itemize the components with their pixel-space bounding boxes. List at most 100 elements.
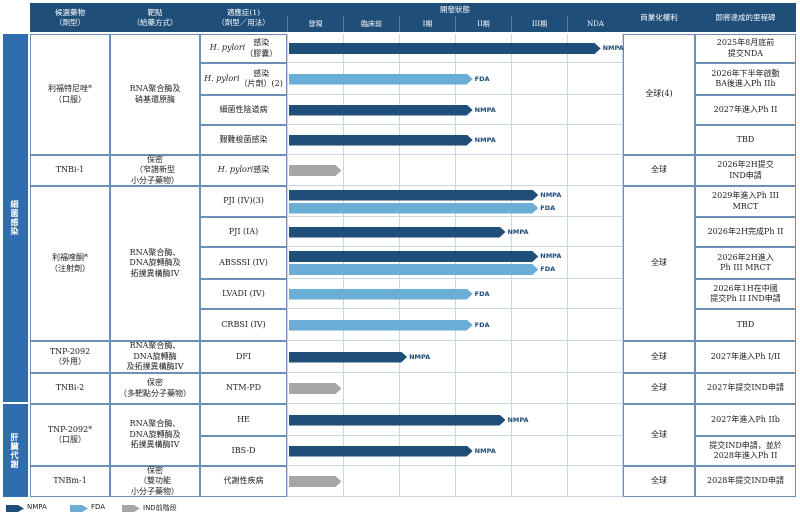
bar-label-10-0: NMPA bbox=[409, 352, 431, 361]
indication-4: H. pylori 感染 bbox=[200, 155, 287, 186]
candidate-name-c1: 利福特尼唑* （口服） bbox=[30, 34, 110, 155]
candidate-target-c3: RNA聚合酶、 DNA旋轉酶及 拓撲異構酶IV bbox=[110, 186, 200, 341]
indication-text: HE bbox=[237, 414, 250, 424]
milestone-0: 2025年8月底前 提交NDA bbox=[695, 34, 796, 63]
bar-nmpa-6 bbox=[289, 227, 505, 238]
milestone-7: 2026年2H進入 Ph III MRCT bbox=[695, 247, 796, 279]
indication-text: LVADI (IV) bbox=[222, 288, 265, 298]
milestone-5: 2029年進入Ph III MRCT bbox=[695, 186, 796, 217]
bar-nmpa-12 bbox=[289, 415, 505, 426]
bar-fda-7 bbox=[289, 264, 538, 275]
legend-label-ind: IND前階段 bbox=[143, 504, 177, 512]
milestone-6: 2026年2H完成Ph II bbox=[695, 217, 796, 247]
indication-text: PJI (IV)(3) bbox=[223, 196, 264, 206]
candidate-name-c7: TNBm-1 bbox=[30, 466, 110, 497]
status-row-1 bbox=[287, 63, 623, 95]
milestone-8: 2026年1H在中國 提交Ph II IND申請 bbox=[695, 279, 796, 309]
candidate-rights-c2: 全球 bbox=[623, 155, 695, 186]
candidate-rights-c5: 全球 bbox=[623, 373, 695, 404]
bar-fda-1 bbox=[289, 74, 473, 85]
legend-swatch-nmpa bbox=[6, 505, 24, 512]
bar-nmpa-7 bbox=[289, 251, 538, 262]
header-indication: 適應症(1) （劑型／用法） bbox=[200, 3, 287, 32]
indication-text: 感染 bbox=[253, 165, 270, 175]
bar-nmpa-3 bbox=[289, 135, 473, 146]
header-candidate: 候選藥物 （劑型） bbox=[30, 3, 110, 32]
candidate-rights-c4: 全球 bbox=[623, 341, 695, 373]
indication-text: 代謝性疾病 bbox=[223, 476, 264, 486]
indication-text: 感染 （片劑）(2) bbox=[239, 68, 283, 88]
bar-label-0-0: NMPA bbox=[602, 44, 624, 52]
status-row-10 bbox=[287, 341, 623, 373]
status-row-8 bbox=[287, 279, 623, 309]
candidate-rights-c3: 全球 bbox=[623, 186, 695, 341]
candidate-target-c5: 保密 （多靶點分子藥物） bbox=[110, 373, 200, 404]
indication-7: ABSSSI (IV) bbox=[200, 247, 287, 279]
milestone-2: 2027年進入Ph II bbox=[695, 95, 796, 125]
bar-label-9-0: FDA bbox=[474, 320, 490, 329]
indication-text: 艱難梭菌感染 bbox=[219, 134, 268, 144]
bar-fda-8 bbox=[289, 289, 473, 300]
status-row-6 bbox=[287, 217, 623, 247]
status-row-7 bbox=[287, 247, 623, 279]
legend-label-nmpa: NMPA bbox=[27, 503, 47, 511]
legend-label-fda: FDA bbox=[91, 503, 106, 511]
status-row-13 bbox=[287, 436, 623, 466]
status-row-11 bbox=[287, 373, 623, 404]
side-label-metabolic: 肝臟代謝 bbox=[3, 404, 28, 497]
indication-8: LVADI (IV) bbox=[200, 279, 287, 309]
indication-text: ABSSSI (IV) bbox=[219, 257, 268, 267]
candidate-name-c3: 利福喹酮* （注射劑） bbox=[30, 186, 110, 341]
header-status: 開發狀態 bbox=[287, 3, 623, 16]
candidate-target-c2: 保密 （窄譜新型 小分子藥物） bbox=[110, 155, 200, 186]
candidate-name-c5: TNBi-2 bbox=[30, 373, 110, 404]
indication-text: DFI bbox=[235, 351, 252, 361]
candidate-name-c4: TNP-2092 （外用） bbox=[30, 341, 110, 373]
status-row-14 bbox=[287, 466, 623, 497]
milestone-10: 2027年進入Ph I/II bbox=[695, 341, 796, 373]
stage-header-4: III期 bbox=[511, 16, 567, 32]
milestone-9: TBD bbox=[695, 309, 796, 341]
legend-swatch-ind bbox=[122, 505, 140, 512]
bar-label-7-1: FDA bbox=[540, 265, 556, 273]
legend-swatch-fda bbox=[70, 505, 88, 512]
bar-label-8-0: FDA bbox=[474, 289, 490, 298]
stage-gridline-right bbox=[622, 34, 623, 497]
candidate-target-c4: RNA聚合酶、 DNA旋轉酶 及拓撲異構酶IV bbox=[110, 341, 200, 373]
indication-6: PJI (IA) bbox=[200, 217, 287, 247]
bar-fda-9 bbox=[289, 320, 473, 331]
bar-label-13-0: NMPA bbox=[474, 446, 496, 455]
indication-text: IBS-D bbox=[231, 445, 256, 455]
indication-0: H. pylori 感染 （膠囊） bbox=[200, 34, 287, 63]
bar-label-5-0: NMPA bbox=[540, 190, 562, 199]
bar-label-5-1: FDA bbox=[540, 203, 556, 212]
indication-text: PJI (IA) bbox=[228, 226, 259, 236]
bar-ind-14 bbox=[289, 476, 341, 487]
milestone-4: 2026年2H提交 IND申請 bbox=[695, 155, 796, 186]
bar-label-6-0: NMPA bbox=[507, 227, 529, 236]
milestone-11: 2027年提交IND申請 bbox=[695, 373, 796, 404]
bar-ind-11 bbox=[289, 383, 341, 394]
milestone-14: 2028年提交IND申請 bbox=[695, 466, 796, 497]
bar-nmpa-0 bbox=[289, 43, 601, 54]
candidate-rights-c7: 全球 bbox=[623, 466, 695, 497]
bar-label-2-0: NMPA bbox=[474, 105, 496, 114]
indication-13: IBS-D bbox=[200, 436, 287, 466]
bar-nmpa-5 bbox=[289, 190, 538, 201]
status-row-9 bbox=[287, 309, 623, 341]
status-row-2 bbox=[287, 95, 623, 125]
bar-label-12-0: NMPA bbox=[507, 415, 529, 424]
milestone-1: 2026年下半年啟動 BA後進入Ph IIb bbox=[695, 63, 796, 95]
candidate-name-c2: TNBi-1 bbox=[30, 155, 110, 186]
candidate-rights-c6: 全球 bbox=[623, 404, 695, 466]
indication-9: CRBSI (IV) bbox=[200, 309, 287, 341]
indication-11: NTM-PD bbox=[200, 373, 287, 404]
indication-pathogen: H. pylori bbox=[209, 43, 246, 53]
side-label-infection: 細菌感染 bbox=[3, 34, 28, 402]
bar-label-7-0: NMPA bbox=[540, 252, 562, 260]
milestone-3: TBD bbox=[695, 125, 796, 155]
indication-text: 細菌性陰道病 bbox=[219, 104, 268, 114]
indication-10: DFI bbox=[200, 341, 287, 373]
bar-nmpa-13 bbox=[289, 446, 473, 457]
stage-header-1: 臨床前 bbox=[343, 16, 399, 32]
